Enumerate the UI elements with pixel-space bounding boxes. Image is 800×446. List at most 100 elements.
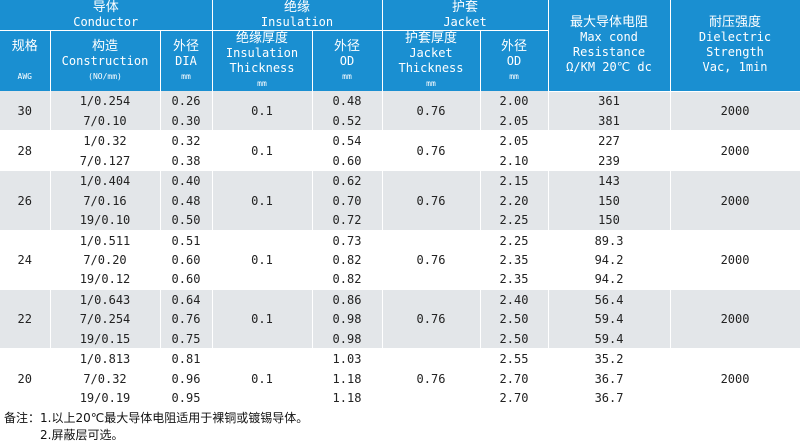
dia-cell: 0.76 — [160, 309, 213, 329]
jacket-od-cell: 2.20 — [480, 190, 549, 211]
table-body: 30 1/0.254 0.26 0.1 0.48 0.76 2.00 361 2000 7/0.1… — [0, 91, 800, 410]
construction-cell: 1/0.813 — [50, 348, 161, 369]
dia-cell: 0.95 — [160, 388, 213, 410]
dia-cell: 0.38 — [160, 150, 213, 172]
table-row: 19/0.15 0.75 0.98 2.50 59.4 — [0, 328, 800, 350]
resistance-cell: 239 — [548, 150, 671, 172]
awg-cell: 28 — [0, 130, 51, 172]
insulation-od-cell: 0.54 — [312, 130, 383, 151]
resistance-cell: 361 — [548, 91, 671, 111]
jacket-od-cell: 2.40 — [480, 289, 549, 310]
insulation-od-cell: 0.82 — [312, 269, 383, 291]
jacket-od-cell: 2.00 — [480, 91, 549, 111]
resistance-cell: 59.4 — [548, 309, 671, 329]
construction-cell: 1/0.404 — [50, 170, 161, 191]
awg-cell: 22 — [0, 289, 51, 350]
resistance-cell: 227 — [548, 130, 671, 151]
resistance-header: 最大导体电阻 Max cond Resistance Ω/KM 20℃ dc — [548, 0, 671, 92]
insulation-od-cell: 0.52 — [312, 110, 383, 132]
jacket-thickness-cell: 0.76 — [382, 230, 481, 291]
awg-cell: 24 — [0, 230, 51, 291]
notes: 备注：1.以上20℃最大导体电阻适用于裸铜或镀锡导体。 2.屏蔽层可选。 — [4, 410, 308, 444]
resistance-cell: 36.7 — [548, 368, 671, 389]
table-header: 导体 Conductor 绝缘 Insulation 护套 Jacket 最大导… — [0, 0, 800, 92]
jacket-od-cell: 2.25 — [480, 230, 549, 251]
table-row: 30 1/0.254 0.26 0.1 0.48 0.76 2.00 361 2000 — [0, 91, 800, 132]
insulation-thickness-cell: 0.1 — [212, 348, 313, 409]
insulation-thickness-header: 绝缘厚度 Insulation Thickness mm — [212, 30, 313, 91]
table-row: 7/0.127 0.38 0.60 2.10 239 — [0, 150, 800, 172]
jacket-header: 护套 Jacket — [382, 0, 549, 31]
jacket-od-cell: 2.70 — [480, 368, 549, 389]
insulation-thickness-cell: 0.1 — [212, 91, 313, 132]
insulation-thickness-cell: 0.1 — [212, 230, 313, 291]
dia-header: 外径 DIA mm — [160, 30, 213, 91]
resistance-cell: 150 — [548, 190, 671, 211]
jacket-od-cell: 2.10 — [480, 150, 549, 172]
dielectric-cell: 2000 — [670, 289, 800, 350]
insulation-od-cell: 0.73 — [312, 230, 383, 251]
jacket-od-cell: 2.55 — [480, 348, 549, 369]
awg-cell: 30 — [0, 91, 51, 132]
table-row: 28 1/0.32 0.32 0.1 0.54 0.76 2.05 227 2000 — [0, 130, 800, 172]
construction-cell: 1/0.254 — [50, 91, 161, 111]
table-row: 7/0.20 0.60 0.82 2.35 94.2 — [0, 250, 800, 270]
table-row: 7/0.32 0.96 1.18 2.70 36.7 — [0, 368, 800, 389]
dielectric-header: 耐压强度 Dielectric Strength Vac, 1min — [670, 0, 800, 92]
insulation-od-cell: 0.62 — [312, 170, 383, 191]
insulation-od-cell: 0.72 — [312, 210, 383, 231]
table-row: 19/0.19 0.95 1.18 2.70 36.7 — [0, 388, 800, 410]
table-row: 20 1/0.813 0.81 0.1 1.03 0.76 2.55 35.2 2000 — [0, 348, 800, 409]
dia-cell: 0.40 — [160, 170, 213, 191]
resistance-cell: 35.2 — [548, 348, 671, 369]
insulation-od-cell: 0.82 — [312, 250, 383, 270]
dia-cell: 0.32 — [160, 130, 213, 151]
gauge-header: 规格 AWG — [0, 30, 51, 91]
dielectric-cell: 2000 — [670, 130, 800, 172]
insulation-od-header: 外径 OD mm — [312, 30, 383, 91]
dia-cell: 0.30 — [160, 110, 213, 132]
jacket-od-cell: 2.70 — [480, 388, 549, 410]
jacket-thickness-cell: 0.76 — [382, 170, 481, 231]
table-row: 7/0.10 0.30 0.52 2.05 381 — [0, 110, 800, 132]
resistance-cell: 59.4 — [548, 328, 671, 350]
awg-cell: 26 — [0, 170, 51, 231]
jacket-thickness-cell: 0.76 — [382, 130, 481, 172]
note-line-2: 2.屏蔽层可选。 — [40, 428, 124, 442]
insulation-od-cell: 0.70 — [312, 190, 383, 211]
insulation-thickness-cell: 0.1 — [212, 170, 313, 231]
table-row: 19/0.12 0.60 0.82 2.35 94.2 — [0, 269, 800, 291]
construction-cell: 1/0.32 — [50, 130, 161, 151]
insulation-od-cell: 0.86 — [312, 289, 383, 310]
jacket-thickness-cell: 0.76 — [382, 91, 481, 132]
dia-cell: 0.64 — [160, 289, 213, 310]
jacket-od-cell: 2.35 — [480, 250, 549, 270]
construction-cell: 19/0.12 — [50, 269, 161, 291]
construction-cell: 7/0.10 — [50, 110, 161, 132]
resistance-cell: 94.2 — [548, 250, 671, 270]
jacket-od-cell: 2.05 — [480, 110, 549, 132]
insulation-od-cell: 0.98 — [312, 309, 383, 329]
awg-cell: 20 — [0, 348, 51, 409]
insulation-od-cell: 0.48 — [312, 91, 383, 111]
dia-cell: 0.81 — [160, 348, 213, 369]
dielectric-cell: 2000 — [670, 230, 800, 291]
dia-cell: 0.75 — [160, 328, 213, 350]
dia-cell: 0.48 — [160, 190, 213, 211]
construction-cell: 19/0.15 — [50, 328, 161, 350]
dielectric-cell: 2000 — [670, 91, 800, 132]
resistance-cell: 150 — [548, 210, 671, 231]
jacket-thickness-cell: 0.76 — [382, 348, 481, 409]
jacket-thickness-cell: 0.76 — [382, 289, 481, 350]
dia-cell: 0.26 — [160, 91, 213, 111]
construction-cell: 7/0.20 — [50, 250, 161, 270]
jacket-thickness-header: 护套厚度 Jacket Thickness mm — [382, 30, 481, 91]
jacket-od-cell: 2.15 — [480, 170, 549, 191]
insulation-thickness-cell: 0.1 — [212, 289, 313, 350]
dia-cell: 0.60 — [160, 250, 213, 270]
resistance-cell: 381 — [548, 110, 671, 132]
construction-header: 构造 Construction (NO/mm) — [50, 30, 161, 91]
jacket-od-cell: 2.05 — [480, 130, 549, 151]
jacket-od-header: 外径 OD mm — [480, 30, 549, 91]
insulation-od-cell: 0.60 — [312, 150, 383, 172]
